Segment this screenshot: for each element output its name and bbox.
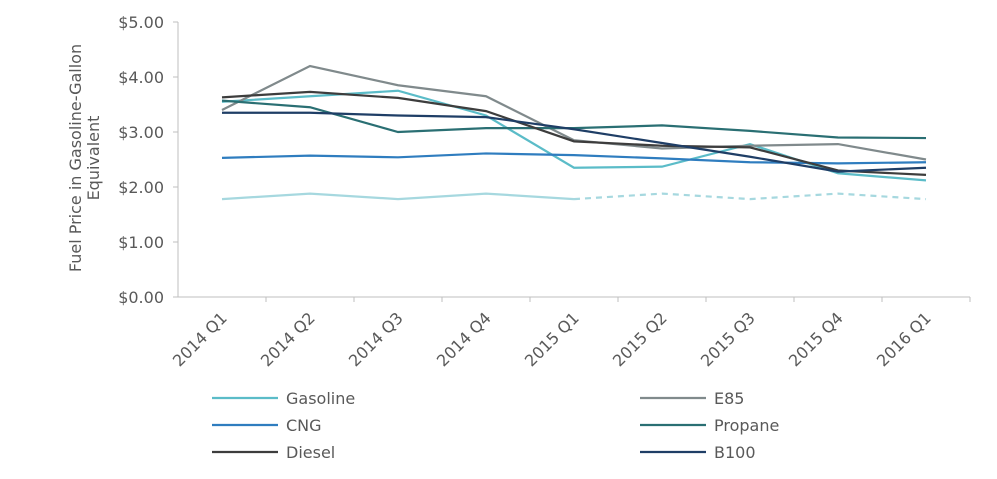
x-tick-label: 2015 Q1 bbox=[521, 308, 583, 370]
x-tick-label: 2015 Q2 bbox=[609, 308, 671, 370]
x-tick-label: 2014 Q3 bbox=[345, 308, 407, 370]
series-line-dashed bbox=[573, 192, 927, 201]
legend-label: Gasoline bbox=[286, 389, 355, 408]
x-tick-label: 2014 Q1 bbox=[169, 308, 231, 370]
series-line bbox=[221, 152, 927, 165]
legend-label: Diesel bbox=[286, 443, 335, 462]
y-tick-label: $2.00 bbox=[118, 178, 164, 197]
y-tick-label: $1.00 bbox=[118, 233, 164, 252]
legend-label: B100 bbox=[714, 443, 756, 462]
legend-label: Propane bbox=[714, 416, 779, 435]
x-tick-label: 2016 Q1 bbox=[873, 308, 935, 370]
series-line bbox=[221, 192, 575, 201]
x-tick-label: 2015 Q4 bbox=[785, 308, 847, 370]
x-tick-label: 2014 Q4 bbox=[433, 308, 495, 370]
y-axis-label: Fuel Price in Gasoline-Gallon Equivalent bbox=[66, 43, 103, 273]
x-tick-label: 2015 Q3 bbox=[697, 308, 759, 370]
y-tick-label: $0.00 bbox=[118, 288, 164, 307]
legend-label: CNG bbox=[286, 416, 322, 435]
y-tick-label: $5.00 bbox=[118, 13, 164, 32]
legend-label: E85 bbox=[714, 389, 744, 408]
series-line bbox=[222, 111, 927, 173]
y-tick-label: $3.00 bbox=[118, 123, 164, 142]
series-line bbox=[221, 90, 927, 176]
x-tick-label: 2014 Q2 bbox=[257, 308, 319, 370]
series-line bbox=[221, 99, 927, 140]
y-tick-label: $4.00 bbox=[118, 68, 164, 87]
